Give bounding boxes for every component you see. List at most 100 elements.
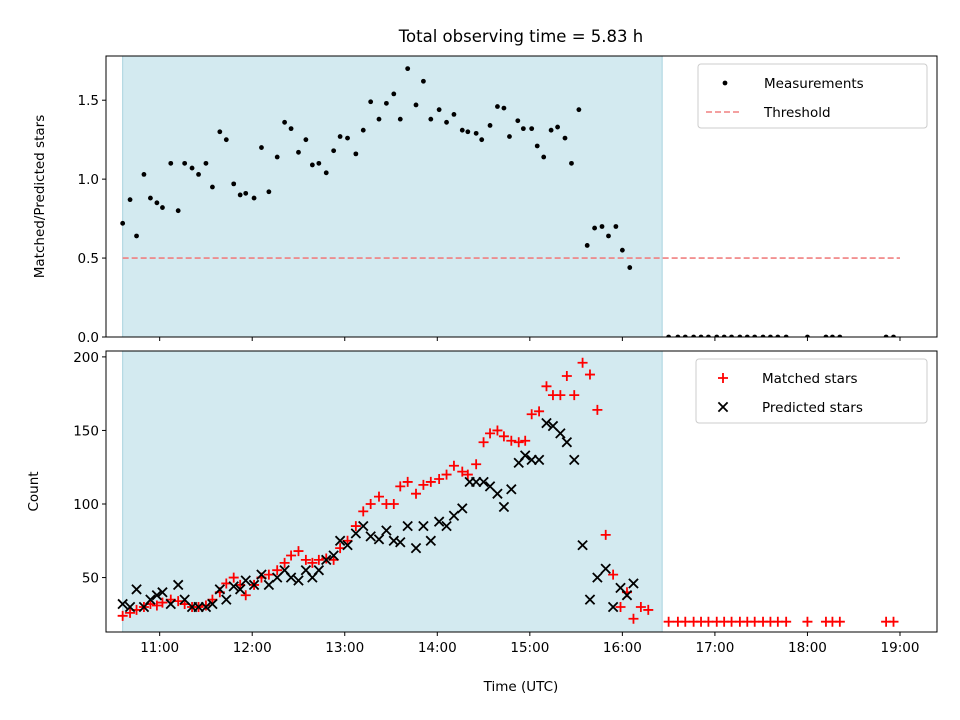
- matched-star-point: [526, 409, 537, 420]
- matched-star-point: [628, 613, 639, 624]
- measurement-point: [515, 118, 521, 124]
- x-tick-label: 14:00: [418, 640, 457, 656]
- matched-star-point: [313, 554, 324, 565]
- predicted-star-point: [410, 542, 422, 554]
- legend-box: [697, 63, 928, 129]
- measurement-point: [883, 334, 889, 337]
- predicted-star-point: [425, 535, 437, 547]
- predicted-star-point: [457, 503, 468, 514]
- matched-star-point: [569, 390, 580, 401]
- x-axis-label: Time (UTC): [483, 679, 559, 695]
- y-tick-label: 100: [73, 497, 99, 513]
- x-tick-label: 13:00: [325, 640, 364, 656]
- predicted-star-point: [234, 584, 246, 595]
- measurement-point: [141, 171, 147, 177]
- matched-star-point: [200, 600, 211, 611]
- measurement-point: [323, 170, 329, 176]
- matched-star-point: [358, 506, 369, 517]
- measurement-point: [168, 160, 174, 166]
- measurement-point: [309, 162, 315, 168]
- predicted-star-point: [555, 428, 566, 439]
- measurement-point: [584, 243, 590, 248]
- predicted-star-point: [541, 417, 552, 429]
- predicted-star-point: [561, 436, 573, 448]
- predicted-star-point: [157, 587, 168, 598]
- matched-star-point: [350, 521, 361, 532]
- y-tick-label: 0.5: [78, 251, 99, 267]
- measurement-point: [721, 334, 727, 337]
- predicted-star-point: [533, 454, 545, 466]
- measurement-point: [529, 126, 535, 132]
- legend-label: Predicted stars: [762, 400, 863, 416]
- matched-star-point: [555, 390, 566, 401]
- legend-label: Measurements: [764, 76, 864, 92]
- measurement-point: [534, 143, 540, 149]
- legend: Measurements Threshold: [697, 63, 928, 129]
- measurement-point: [182, 160, 188, 166]
- measurement-point: [397, 116, 403, 122]
- measurement-point: [891, 334, 896, 337]
- predicted-star-point: [145, 594, 156, 605]
- predicted-star-point: [214, 584, 226, 595]
- measurement-point: [154, 200, 160, 206]
- matched-star-point: [600, 529, 611, 540]
- matched-star-point: [388, 499, 399, 510]
- measurement-point: [507, 134, 512, 139]
- measurement-point: [698, 334, 704, 337]
- matched-star-point: [300, 554, 311, 565]
- measurement-point: [134, 233, 139, 239]
- legend-predicted-marker: [717, 401, 729, 413]
- x-tick-label: 11:00: [140, 640, 179, 656]
- measurement-point: [383, 100, 389, 106]
- predicted-star-point: [628, 578, 639, 589]
- predicted-star-point: [478, 476, 489, 488]
- measurement-point: [606, 233, 611, 239]
- x-tick-label: 16:00: [603, 640, 642, 656]
- measurement-point: [391, 91, 397, 97]
- x-tick-label: 19:00: [881, 640, 920, 656]
- measurement-point: [555, 124, 560, 130]
- matched-star-point: [151, 600, 162, 611]
- measurement-point: [619, 247, 625, 253]
- matched-star-point: [485, 428, 496, 439]
- predicted-star-point: [321, 554, 332, 566]
- y-tick-label: 150: [73, 423, 99, 439]
- measurement-point: [714, 334, 720, 337]
- measurement-point: [613, 224, 619, 229]
- predicted-star-point: [448, 510, 460, 522]
- measurement-point: [451, 112, 457, 117]
- predicted-star-point: [228, 581, 239, 592]
- predicted-star-point: [600, 563, 611, 574]
- measurement-point: [487, 123, 493, 128]
- matched-star-point: [457, 466, 468, 477]
- measurement-point: [768, 334, 773, 337]
- matched-star-point: [293, 546, 304, 557]
- matched-star-point: [441, 469, 452, 480]
- measurement-point: [541, 154, 547, 160]
- matched-star-point: [584, 369, 595, 380]
- measurement-point: [421, 78, 426, 84]
- predicted-star-point: [433, 516, 445, 527]
- matched-star-point: [513, 437, 524, 448]
- predicted-star-point: [117, 598, 128, 610]
- matched-star-point: [240, 590, 251, 601]
- matched-star-point: [492, 425, 503, 436]
- predicted-star-point: [263, 579, 275, 591]
- matched-star-point: [125, 607, 136, 618]
- measurement-point: [231, 181, 237, 187]
- matched-star-point: [462, 469, 473, 480]
- matched-star-point: [520, 435, 531, 446]
- predicted-star-point: [240, 575, 251, 586]
- predicted-star-point: [577, 539, 588, 551]
- matched-star-point: [608, 569, 619, 580]
- measurement-point: [501, 105, 507, 111]
- predicted-star-point: [342, 539, 353, 551]
- predicted-star-point: [365, 531, 376, 542]
- measurement-point: [331, 148, 337, 154]
- matched-star-point: [263, 569, 274, 580]
- axes-frame: [105, 55, 938, 338]
- matched-star-point: [635, 601, 646, 612]
- measurement-point: [760, 334, 766, 337]
- measurement-point: [303, 137, 309, 143]
- matched-star-point: [802, 616, 813, 627]
